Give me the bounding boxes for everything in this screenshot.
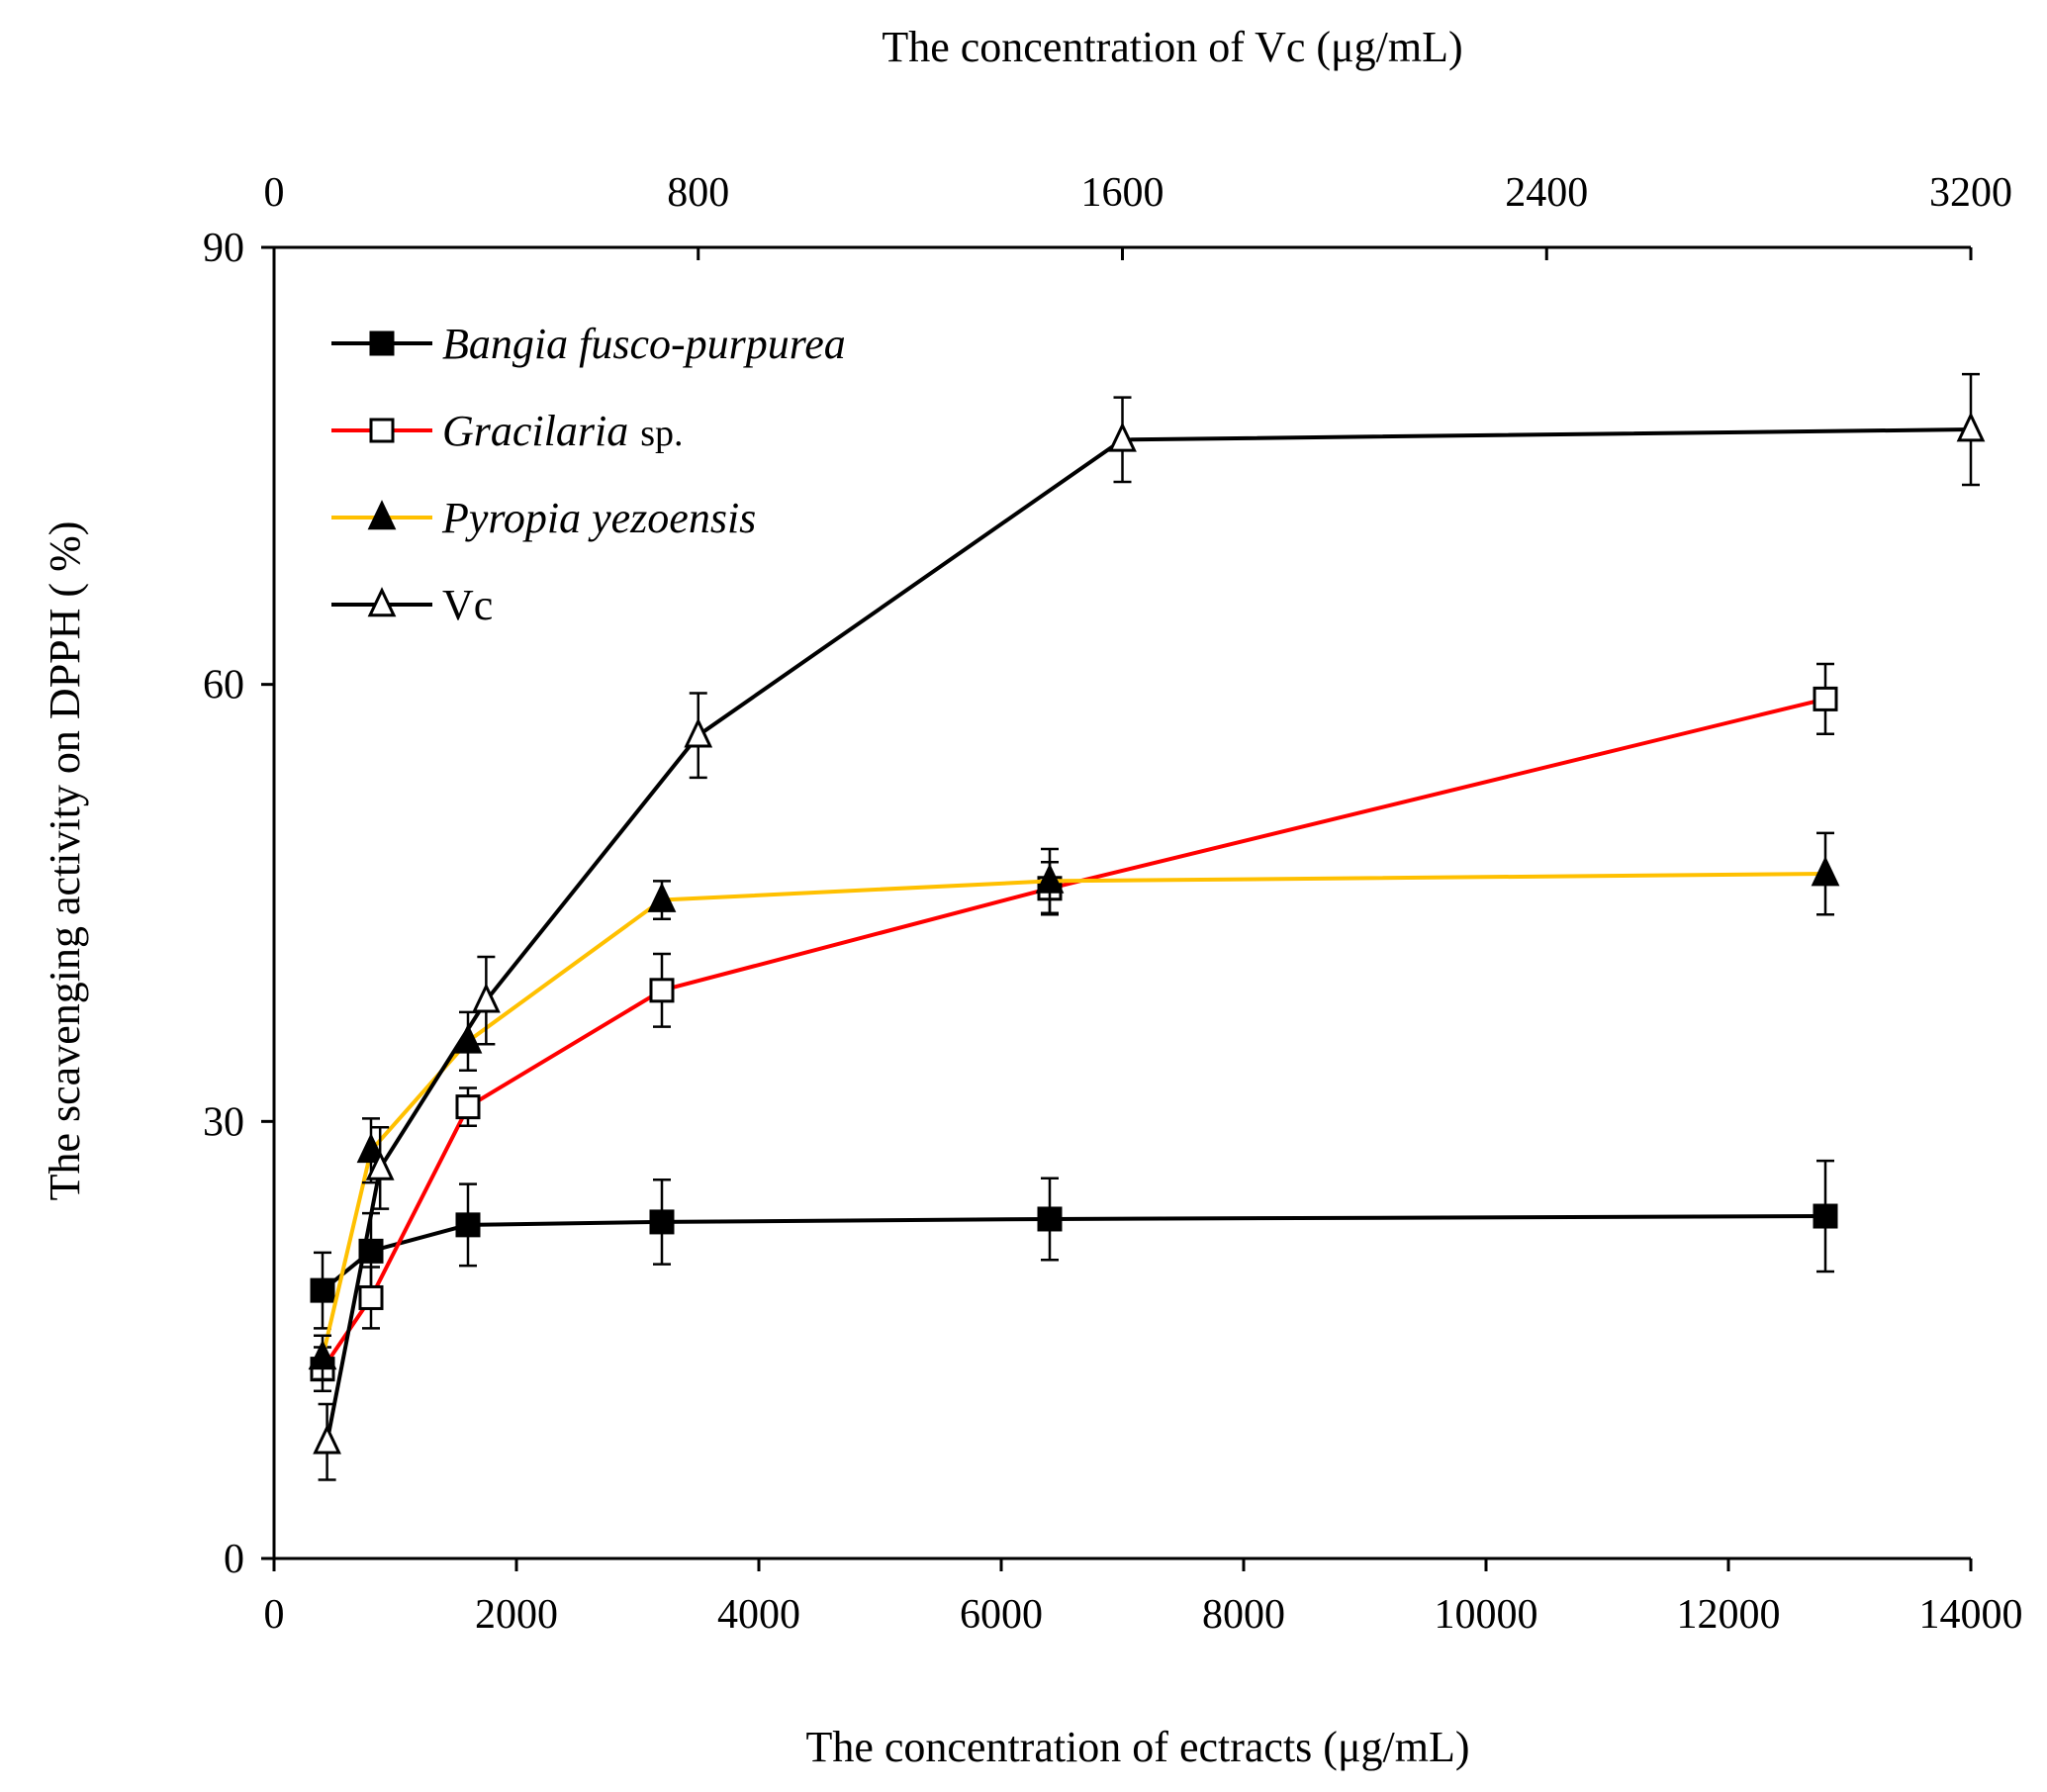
series-line — [321, 697, 1826, 1370]
data-point — [308, 1339, 337, 1370]
x2-axis-title: The concentration of Vc (μg/mL) — [882, 23, 1462, 71]
y-tick-label: 30 — [203, 1099, 244, 1145]
data-point — [1035, 863, 1065, 894]
data-point — [1811, 856, 1840, 887]
legend-label: Vc — [442, 581, 493, 629]
x-tick-label: 8000 — [1202, 1592, 1285, 1638]
x-tick-label: 12000 — [1677, 1592, 1781, 1638]
series-3 — [313, 372, 1986, 1481]
series-0 — [310, 1159, 1838, 1330]
data-point — [647, 882, 677, 912]
x-tick-label: 14000 — [1919, 1592, 2023, 1638]
data-point — [649, 1209, 675, 1235]
data-point — [358, 1284, 384, 1310]
data-point — [310, 1277, 335, 1303]
data-point — [356, 1132, 386, 1164]
legend: Bangia fusco-purpurea Gracilaria sp. Pyropi… — [331, 320, 846, 629]
x-tick-label: 2000 — [475, 1592, 558, 1638]
data-point — [684, 717, 713, 748]
legend-item: Vc — [331, 581, 493, 629]
x2-tick-label: 800 — [667, 170, 729, 216]
legend-marker — [367, 587, 397, 617]
series — [308, 372, 1986, 1481]
legend-label: Gracilaria sp. — [442, 407, 684, 455]
legend-label: Bangia fusco-purpurea — [442, 320, 846, 368]
legend-marker — [367, 500, 397, 530]
y-tick-label: 0 — [224, 1537, 244, 1582]
data-point — [1956, 412, 1986, 442]
x-tick-label: 10000 — [1435, 1592, 1538, 1638]
legend-item: Gracilaria sp. — [331, 407, 684, 455]
legend-marker — [369, 418, 395, 443]
legend-label: Pyropia yezoensis — [441, 494, 756, 542]
series-line — [321, 872, 1826, 1359]
x2-tick-label: 0 — [264, 170, 285, 216]
legend-item: Bangia fusco-purpurea — [331, 320, 846, 368]
x-tick-label: 0 — [264, 1592, 285, 1638]
data-point — [455, 1212, 481, 1238]
series-2 — [308, 831, 1840, 1381]
x-tick-label: 6000 — [960, 1592, 1043, 1638]
x2-tick-label: 3200 — [1929, 170, 2012, 216]
data-point — [455, 1094, 481, 1120]
x-tick-label: 4000 — [717, 1592, 800, 1638]
legend-marker — [369, 330, 395, 356]
data-point — [1813, 1203, 1838, 1229]
data-point — [471, 983, 501, 1013]
y-tick-label: 90 — [203, 226, 244, 271]
x2-tick-label: 1600 — [1081, 170, 1164, 216]
x-axis-title: The concentration of ectracts (μg/mL) — [805, 1723, 1469, 1771]
legend-item: Pyropia yezoensis — [331, 494, 756, 542]
ticks: 0 2000 4000 6000 8000 10000 12000 14000 0 800 1600… — [203, 170, 2023, 1638]
y-tick-label: 60 — [203, 663, 244, 708]
legend-suffix: sp. — [640, 413, 683, 454]
data-point — [1813, 686, 1838, 711]
series-1 — [310, 662, 1838, 1392]
data-point — [1037, 1206, 1063, 1232]
data-point — [1108, 422, 1137, 452]
data-point — [649, 978, 675, 1003]
data-point — [313, 1424, 341, 1455]
data-point — [365, 1150, 395, 1180]
y-axis-title: The scavenging activity on DPPH ( %) — [41, 521, 89, 1201]
series-line — [325, 427, 1972, 1443]
series-line — [321, 1214, 1826, 1292]
x2-tick-label: 2400 — [1505, 170, 1588, 216]
